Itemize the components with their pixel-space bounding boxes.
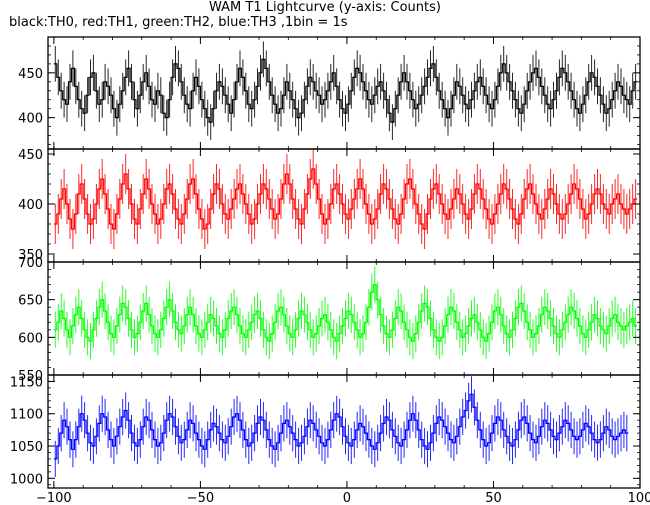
th0-panel-frame — [47, 36, 641, 150]
th2-lightcurve — [53, 284, 638, 342]
th3-y-tick-label: 1050 — [10, 440, 43, 455]
th3-y-tick-label: 1150 — [10, 375, 43, 390]
th1-y-tick-label: 450 — [18, 148, 43, 163]
th1-y-tick-label: 350 — [18, 248, 43, 263]
th0-y-tick-label: 450 — [18, 67, 43, 82]
th3-lightcurve — [53, 393, 629, 460]
th3-y-tick-label: 1100 — [10, 408, 43, 423]
th2-y-tick-label: 600 — [18, 331, 43, 346]
x-tick-label: 0 — [343, 491, 351, 505]
th3-panel-frame — [47, 374, 641, 489]
th2-y-tick-label: 550 — [18, 369, 43, 384]
th0-lightcurve — [53, 58, 638, 123]
x-tick-label: −50 — [187, 491, 214, 505]
chart-subtitle: black:TH0, red:TH1, green:TH2, blue:TH3 … — [9, 15, 348, 30]
x-tick-label: 100 — [628, 491, 650, 505]
chart-title: WAM T1 Lightcurve (y-axis: Counts) — [209, 0, 441, 15]
th2-y-tick-label: 650 — [18, 294, 43, 309]
x-tick-label: 50 — [485, 491, 502, 505]
x-tick-label: −100 — [36, 491, 72, 505]
th3-y-tick-label: 1000 — [10, 472, 43, 487]
th1-lightcurve — [53, 168, 638, 230]
th2-y-tick-label: 700 — [18, 256, 43, 271]
th0-y-tick-label: 400 — [18, 112, 43, 127]
th1-y-tick-label: 400 — [18, 198, 43, 213]
